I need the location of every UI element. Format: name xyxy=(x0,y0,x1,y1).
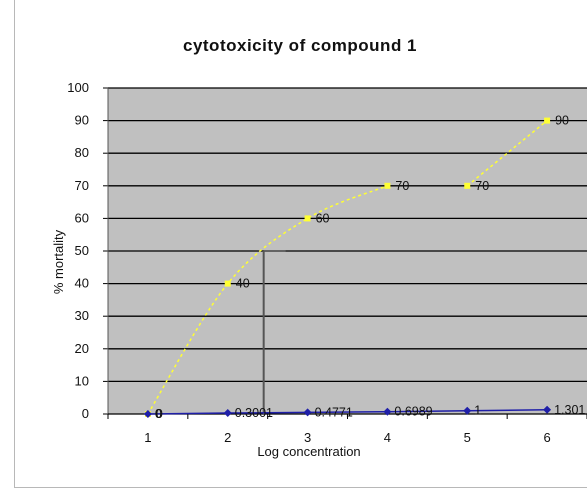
series-2-data-label: 0.6989 xyxy=(394,405,432,419)
series-1-point xyxy=(544,117,551,124)
x-tick-label-2: 2 xyxy=(224,430,231,445)
x-tick-label-4: 4 xyxy=(384,430,391,445)
series-1-point xyxy=(384,182,391,189)
y-tick-label-70: 70 xyxy=(75,178,89,193)
y-tick-label-10: 10 xyxy=(75,373,89,388)
y-tick-label-60: 60 xyxy=(75,210,89,225)
y-tick-label-80: 80 xyxy=(75,145,89,160)
x-tick-label-5: 5 xyxy=(464,430,471,445)
series-2-point xyxy=(223,409,232,418)
annotation-lines xyxy=(262,250,286,414)
series-1-data-label: 0 xyxy=(156,407,163,421)
y-axis-label: % mortality xyxy=(51,229,66,294)
y-tick-label-0: 0 xyxy=(82,406,89,421)
series-1-data-label: 90 xyxy=(555,114,569,128)
chart-frame: cytotoxicity of compound 1 0 10 20 30 40 50 60… xyxy=(14,0,588,488)
series-2-data-label: 1.301 xyxy=(554,403,585,417)
x-tick-label-3: 3 xyxy=(304,430,311,445)
series-2-point xyxy=(543,405,552,414)
y-tick-label-50: 50 xyxy=(75,243,89,258)
series-1-data-label: 40 xyxy=(236,277,250,291)
x-tick-label-1: 1 xyxy=(144,430,151,445)
y-tick-label-20: 20 xyxy=(75,341,89,356)
series-2-point xyxy=(463,406,472,415)
x-axis-label: Log concentration xyxy=(257,444,360,459)
series-1-line-segment-1 xyxy=(147,185,388,415)
y-tick-label-30: 30 xyxy=(75,308,89,323)
series-2-line xyxy=(147,409,548,415)
series-2-point xyxy=(143,410,152,418)
y-tick-label-40: 40 xyxy=(75,276,89,291)
series-1-point xyxy=(304,215,311,222)
y-tick-label-100: 100 xyxy=(67,80,89,95)
series-1-data-label: 70 xyxy=(475,179,489,193)
series-group xyxy=(143,117,552,418)
y-tick-label-90: 90 xyxy=(75,113,89,128)
x-tick-label-6: 6 xyxy=(543,430,550,445)
y-axis-ticks: 0 10 20 30 40 50 60 70 80 90 100 xyxy=(67,80,109,421)
chart: cytotoxicity of compound 1 0102030405060… xyxy=(51,36,588,459)
series-1-point xyxy=(464,182,471,189)
series-2-point xyxy=(383,407,392,416)
series-1-point xyxy=(224,280,231,287)
series-1-data-label: 70 xyxy=(395,179,409,193)
series-2-data-label: 0 xyxy=(155,407,162,421)
series-2-data-label: 0.4771 xyxy=(315,405,353,419)
series-1-line-segment-2 xyxy=(466,120,548,187)
series-1-data-label: 60 xyxy=(316,211,330,225)
series-2-data-label: 1 xyxy=(474,404,481,418)
series-2-point xyxy=(303,408,312,417)
gridlines xyxy=(108,87,587,383)
series-2-data-label: 0.3001 xyxy=(235,406,273,420)
chart-title: cytotoxicity of compound 1 xyxy=(183,36,417,55)
